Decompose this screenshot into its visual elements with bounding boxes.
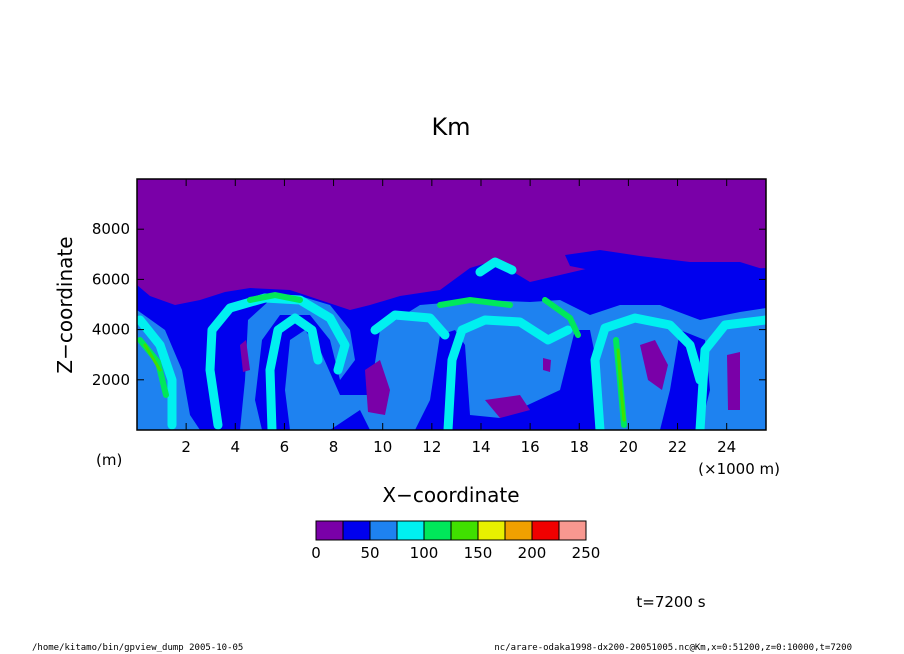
pocket-x20 [640,340,668,390]
updraft-core-x20 [616,348,626,422]
contour-roll-12 [370,310,450,340]
colorbar-swatch [477,520,506,541]
colorbar-swatch [342,520,371,541]
updraft-x14 [437,296,513,308]
colorbar-swatch [558,520,587,541]
layer-level-50-top [565,250,766,290]
contour-updraft-6 [265,313,323,430]
x-tick-label: 6 [280,438,290,456]
x-tick-label: 4 [231,438,241,456]
pocket-x17 [543,358,551,372]
pocket-x24 [727,352,740,410]
contour-left-plume [137,315,177,430]
pocket-x10 [365,360,390,415]
y-tick-label: 6000 [92,270,130,288]
y-tick-label: 2000 [92,371,130,389]
x-tick-label: 22 [668,438,687,456]
pocket-x16 [485,395,530,418]
contour-roll-24 [695,315,766,430]
colorbar-swatch [396,520,425,541]
x-scale-label: (×1000 m) [698,460,780,478]
colorbar-swatch [423,520,452,541]
colorbar-tick-label: 250 [572,544,601,562]
x-axis-title: X−coordinate [382,483,519,507]
pocket-x4 [240,340,250,372]
x-tick-label: 24 [717,438,736,456]
colorbar-swatch [504,520,533,541]
colorbar-swatch [315,520,344,541]
y-tick-label: 4000 [92,321,130,339]
colorbar-swatch [369,520,398,541]
y-tick-label: 8000 [92,220,130,238]
plot-area [137,179,766,430]
contour-top-bubble [475,257,517,277]
colorbar-tick-label: 0 [311,544,321,562]
x-tick-label: 14 [471,438,490,456]
updraft-core-x1 [143,343,162,372]
x-unit-label: (m) [96,451,122,469]
colorbar-tick-label: 50 [360,544,379,562]
x-axis: 2 4 6 8 10 12 14 16 18 20 22 24 [181,179,736,456]
colorbar-swatch [531,520,560,541]
x-tick-label: 10 [373,438,392,456]
colorbar: 0 50 100 150 200 250 [311,520,601,562]
footer-right: nc/arare-odaka1998-dx200-20051005.nc@Km,… [494,643,852,653]
chart-title: Km [431,113,470,141]
x-tick-label: 18 [570,438,589,456]
colorbar-tick-label: 200 [518,544,547,562]
x-tick-label: 16 [521,438,540,456]
colorbar-swatch [450,520,479,541]
x-tick-label: 12 [422,438,441,456]
footer-left: /home/kitamo/bin/gpview_dump 2005-10-05 [32,643,243,653]
plot-frame [136,178,767,431]
contour-roll-18 [590,313,705,430]
updraft-x6 [247,291,303,303]
time-label: t=7200 s [636,593,705,611]
y-axis: 2000 4000 6000 8000 [92,220,766,389]
updraft-x17 [542,297,581,338]
x-tick-label: 20 [619,438,638,456]
x-tick-label: 2 [181,438,191,456]
colorbar-tick-label: 150 [464,544,493,562]
contour-roll-14 [443,315,573,430]
x-tick-label: 8 [329,438,339,456]
colorbar-tick-label: 100 [410,544,439,562]
y-axis-title: Z−coordinate [53,236,77,373]
